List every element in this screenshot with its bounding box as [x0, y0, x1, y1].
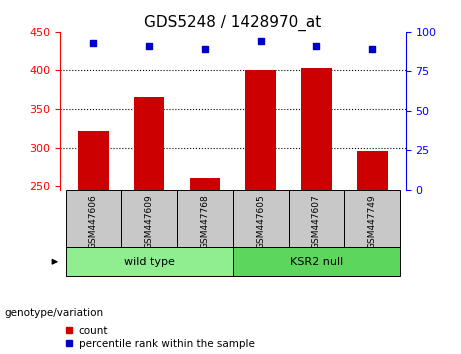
Bar — [78, 131, 109, 354]
Text: KSR2 null: KSR2 null — [290, 257, 343, 267]
Bar — [65, 190, 121, 247]
Point — [368, 46, 376, 52]
Point — [201, 46, 209, 52]
Text: genotype/variation: genotype/variation — [5, 308, 104, 318]
Bar — [344, 190, 400, 247]
Bar — [245, 70, 276, 354]
Text: GSM447605: GSM447605 — [256, 194, 265, 249]
Text: GSM447609: GSM447609 — [145, 194, 154, 249]
Legend: count, percentile rank within the sample: count, percentile rank within the sample — [65, 326, 254, 349]
Title: GDS5248 / 1428970_at: GDS5248 / 1428970_at — [144, 14, 321, 30]
Point — [313, 43, 320, 49]
Bar — [233, 190, 289, 247]
Text: wild type: wild type — [124, 257, 175, 267]
Bar — [233, 247, 400, 276]
Point — [146, 43, 153, 49]
Text: GSM447606: GSM447606 — [89, 194, 98, 249]
Bar — [121, 190, 177, 247]
Text: GSM447607: GSM447607 — [312, 194, 321, 249]
Text: GSM447749: GSM447749 — [368, 194, 377, 249]
Bar — [289, 190, 344, 247]
Bar — [301, 68, 332, 354]
Bar — [134, 97, 165, 354]
Bar — [177, 190, 233, 247]
Bar — [65, 247, 233, 276]
Bar — [189, 178, 220, 354]
Bar — [357, 152, 388, 354]
Text: GSM447768: GSM447768 — [201, 194, 209, 249]
Point — [257, 39, 264, 44]
Point — [90, 40, 97, 46]
